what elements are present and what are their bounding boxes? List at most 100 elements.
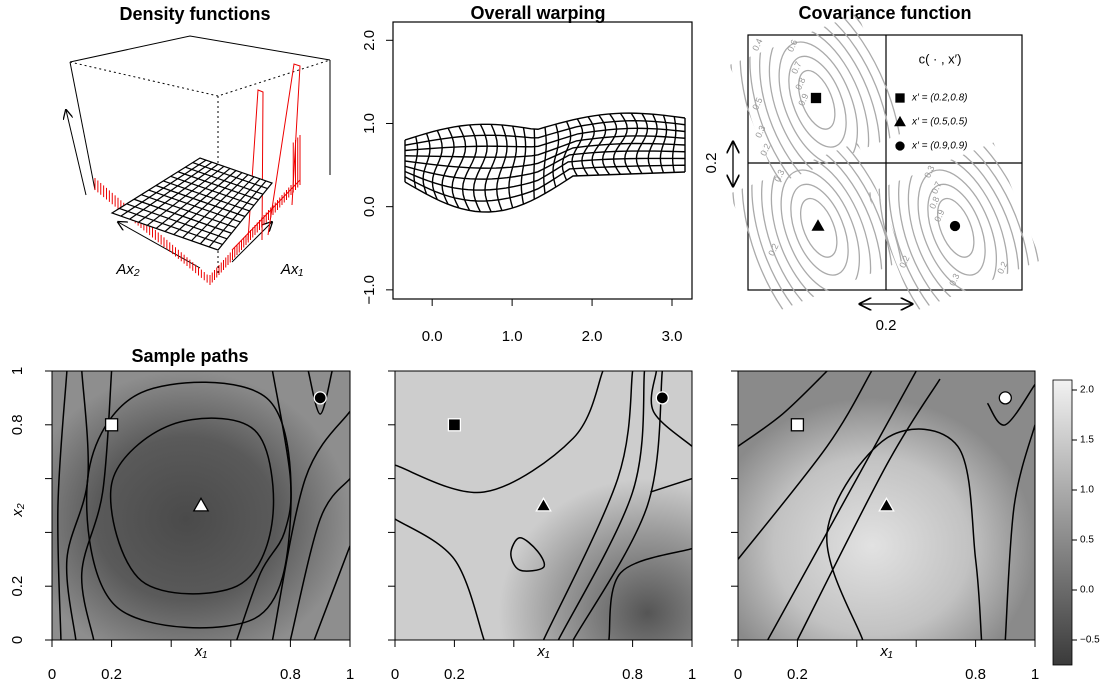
contour-line: [57, 371, 68, 640]
warp-line: [451, 125, 467, 209]
legend-title: c( · , x′): [919, 51, 962, 66]
cov-contour: [788, 55, 847, 148]
contour-line: [796, 378, 941, 640]
axis-label: Ax₂: [115, 261, 140, 278]
contour-line: [510, 537, 546, 572]
contour-line: [738, 371, 873, 560]
x-axis-label: x₁: [879, 643, 893, 660]
warp-line: [422, 133, 431, 195]
contour-label: 0.3: [947, 272, 961, 288]
mesh-line: [199, 178, 261, 245]
panel-title: Density functions: [119, 4, 270, 24]
panel-title: Covariance function: [798, 3, 971, 23]
marker-circle: [949, 220, 961, 232]
contour-label: 0.9: [932, 208, 946, 224]
warp-line: [508, 125, 518, 209]
colorbar-tick-label: 0.0: [1080, 585, 1094, 596]
contour-line: [767, 371, 917, 640]
cov-contour: [898, 142, 1020, 312]
legend-label: x′ = (0.5,0.5): [911, 117, 968, 128]
warp-line: [581, 116, 595, 176]
contour-label: 0.8: [793, 76, 807, 92]
marker-circle: [313, 391, 327, 405]
marker-circle: [895, 141, 905, 151]
contour-line: [650, 371, 692, 447]
x-tick-label: 1.0: [502, 328, 523, 345]
marker-square: [447, 418, 462, 432]
panel-title: Sample paths: [131, 346, 248, 366]
y-tick-label: 0.8: [9, 414, 26, 435]
scale-label: 0.2: [876, 317, 897, 334]
y-tick-label: 1: [9, 367, 26, 375]
x-tick-label: 0: [734, 666, 742, 683]
warp-line: [472, 124, 488, 213]
marker-triangle: [894, 115, 906, 127]
cov-contour: [888, 142, 1031, 312]
x-tick-label: 1: [346, 666, 354, 683]
warp-line: [659, 115, 668, 173]
warp-line: [671, 116, 677, 173]
cov-contour: [761, 142, 883, 312]
contour-line: [395, 371, 604, 494]
contour-label: 0.6: [785, 38, 799, 54]
contour-label: 0.3: [772, 168, 786, 184]
contour-line: [109, 417, 275, 595]
scale-arrows: [733, 142, 912, 304]
x-tick-label: 0.2: [787, 666, 808, 683]
contour-label: 0.7: [789, 60, 803, 76]
warp-line: [404, 112, 686, 141]
x-tick-label: 2.0: [582, 328, 603, 345]
contours: [57, 371, 350, 640]
y-tick-label: 1.0: [361, 113, 378, 134]
legend-label: x′ = (0.2,0.8): [911, 93, 968, 104]
contour-label: 0.9: [796, 92, 810, 108]
y-axis-label: x₂: [9, 503, 26, 518]
y-tick-label: 2.0: [361, 30, 378, 51]
marker-circle: [655, 391, 669, 405]
y-tick-label: 0.2: [9, 576, 26, 597]
contour-line: [81, 371, 113, 640]
warp-line: [571, 118, 584, 177]
contour-line: [608, 547, 692, 640]
cov-contour: [927, 183, 986, 276]
y-tick-label: 0.0: [361, 196, 378, 217]
x-tick-label: 0.0: [422, 328, 443, 345]
contour-label: 0.2: [758, 142, 772, 158]
marker-circle: [998, 391, 1012, 405]
covariance-frame: [747, 34, 1023, 291]
warp-line: [561, 121, 572, 181]
x-tick-label: 0.8: [965, 666, 986, 683]
warp-line: [461, 124, 478, 211]
colorbar-tick-label: 1.0: [1080, 485, 1094, 496]
y-tick-label: 0: [9, 636, 26, 644]
contour-line: [542, 371, 634, 640]
contours: [738, 371, 1035, 640]
warp-line: [404, 164, 686, 202]
warp-line: [552, 124, 560, 188]
contour-label: 0.3: [922, 164, 936, 180]
x-axis-label: x₁: [536, 643, 550, 660]
marker-triangle: [192, 496, 210, 512]
warp-line: [635, 113, 649, 174]
cov-contour: [749, 13, 892, 184]
contours: [395, 371, 692, 640]
marker-square: [104, 418, 119, 432]
contour-label: 0.7: [929, 180, 943, 196]
contour-line: [395, 518, 485, 640]
plot-frame: [51, 370, 351, 641]
x-tick-label: 1: [1031, 666, 1039, 683]
marker-triangle: [811, 219, 825, 231]
marker-square: [790, 418, 805, 432]
contour-line: [1004, 424, 1035, 640]
cov-contour: [790, 183, 849, 276]
x-axis-label: x₁: [194, 643, 208, 660]
colorbar-tick-label: 0.5: [1080, 535, 1094, 546]
warp-line: [484, 124, 499, 213]
warp-line: [431, 130, 443, 200]
contour-line: [313, 545, 350, 640]
cov-contour: [936, 197, 975, 258]
warp-line: [441, 127, 455, 205]
cov-contour: [878, 142, 1042, 312]
warp-line: [591, 114, 607, 176]
x-tick-label: 0.2: [101, 666, 122, 683]
